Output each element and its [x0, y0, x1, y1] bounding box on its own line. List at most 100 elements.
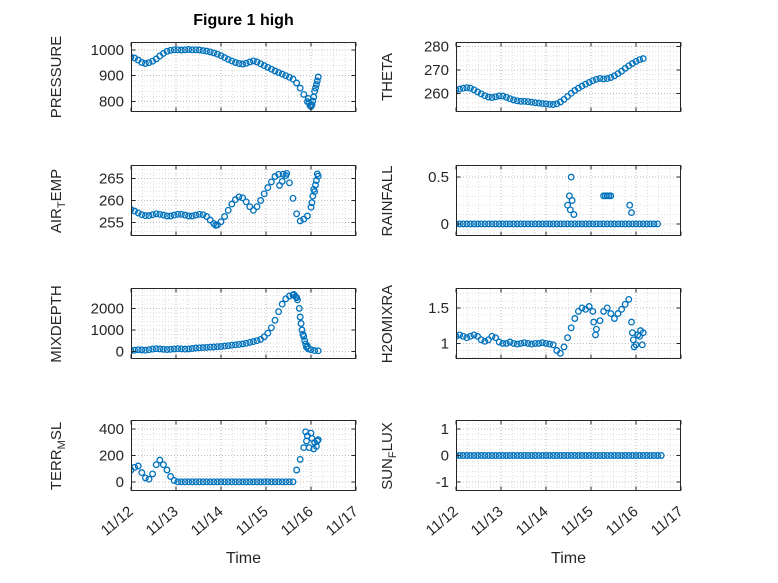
- data-point: [228, 200, 236, 208]
- data-point: [271, 316, 279, 324]
- data-point: [170, 211, 178, 219]
- data-point: [267, 478, 275, 486]
- grid-theta: [457, 43, 680, 111]
- ticks-pressure: [130, 42, 357, 112]
- data-point: [578, 220, 586, 228]
- figure-title: Figure 1 high: [193, 12, 294, 29]
- data-point: [295, 304, 303, 312]
- data-point: [564, 452, 572, 459]
- ytick-label: 0: [116, 474, 124, 491]
- data-point: [302, 340, 310, 348]
- data-point: [246, 58, 254, 66]
- data-point: [549, 220, 557, 228]
- data-point: [199, 47, 207, 55]
- data-point: [267, 65, 275, 73]
- axes-box: [456, 42, 681, 112]
- data-point: [235, 60, 243, 67]
- data-point: [459, 332, 467, 340]
- data-point: [610, 315, 618, 322]
- series-terr-msl: [131, 428, 322, 486]
- data-point: [181, 345, 189, 353]
- data-point: [589, 452, 597, 459]
- data-point: [303, 212, 311, 220]
- data-point: [506, 452, 514, 459]
- data-point: [632, 220, 640, 228]
- data-point: [570, 211, 578, 218]
- data-point: [285, 73, 293, 81]
- data-point: [603, 452, 611, 459]
- data-point: [302, 428, 310, 436]
- data-point: [195, 46, 203, 54]
- data-point: [628, 318, 635, 326]
- ytick-label: 400: [99, 421, 124, 438]
- ytick-label: 900: [99, 68, 124, 85]
- data-point: [185, 46, 193, 53]
- data-point: [571, 452, 579, 459]
- data-point: [212, 221, 220, 229]
- ytick-label: 1000: [91, 42, 124, 59]
- data-point: [520, 339, 528, 347]
- data-point: [260, 190, 268, 198]
- data-point: [477, 452, 485, 459]
- data-point: [167, 473, 175, 480]
- data-point: [585, 452, 593, 459]
- data-point: [566, 206, 574, 214]
- data-point: [174, 478, 182, 486]
- data-point: [224, 342, 232, 350]
- data-point: [463, 334, 471, 342]
- data-point: [313, 170, 321, 178]
- data-point: [474, 452, 482, 459]
- data-point: [141, 474, 149, 482]
- data-point: [304, 345, 312, 353]
- ticks-theta: [455, 42, 682, 112]
- xtick-label: 11/12: [98, 503, 137, 539]
- data-point: [639, 452, 647, 459]
- data-point: [210, 343, 218, 351]
- data-point: [531, 339, 539, 347]
- data-point: [625, 295, 633, 303]
- data-point: [231, 478, 239, 486]
- data-point: [134, 462, 142, 470]
- data-point: [513, 220, 521, 228]
- data-point: [502, 339, 510, 347]
- data-point: [149, 470, 157, 478]
- data-point: [253, 337, 261, 345]
- ytick-label: 0: [116, 343, 124, 360]
- data-point: [596, 74, 604, 82]
- data-point: [542, 452, 550, 459]
- data-point: [574, 307, 582, 315]
- data-point: [293, 210, 301, 218]
- data-point: [231, 59, 239, 66]
- series-sun-flux: [456, 452, 665, 459]
- data-point: [181, 478, 189, 486]
- data-point: [257, 197, 265, 204]
- series-theta: [456, 55, 647, 108]
- data-point: [556, 220, 564, 228]
- ytick-label: 0: [441, 216, 449, 233]
- data-point: [626, 201, 634, 209]
- data-point: [524, 339, 532, 347]
- data-point: [264, 184, 272, 192]
- ytick-label: 265: [99, 170, 124, 187]
- data-point: [192, 46, 200, 54]
- data-point: [553, 220, 561, 228]
- data-point: [282, 72, 290, 80]
- data-point: [264, 478, 272, 486]
- data-point: [185, 478, 193, 486]
- ytick-label: 0: [441, 448, 449, 465]
- data-point: [246, 338, 254, 346]
- data-point: [134, 346, 142, 354]
- data-point: [285, 478, 293, 486]
- data-point: [632, 452, 640, 459]
- data-point: [141, 60, 149, 67]
- data-point: [260, 333, 268, 341]
- ylabel-text: LUX: [379, 422, 396, 452]
- data-point: [636, 56, 644, 64]
- axes-box: [131, 288, 356, 359]
- data-point: [574, 452, 582, 459]
- data-point: [517, 339, 525, 347]
- data-point: [239, 194, 247, 202]
- data-point: [152, 461, 160, 469]
- data-point: [249, 57, 257, 65]
